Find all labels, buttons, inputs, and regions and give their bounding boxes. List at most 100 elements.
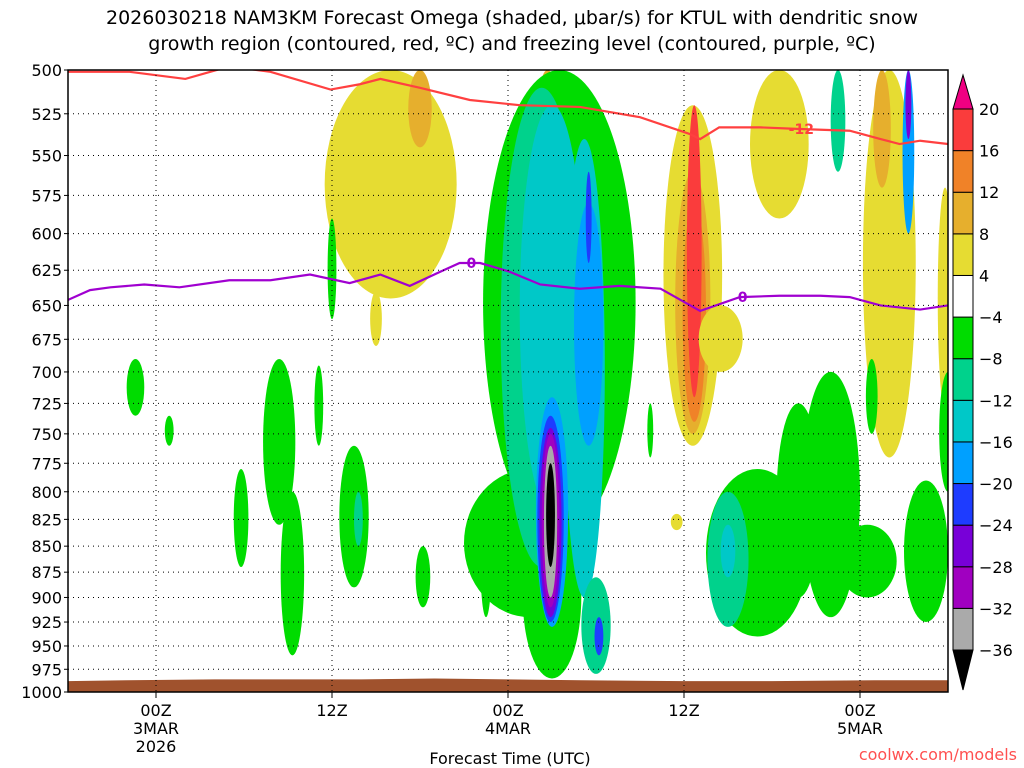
omega-cell: [546, 463, 555, 568]
colorbar-tick-label: 20: [979, 100, 999, 119]
omega-cell: [750, 70, 809, 219]
colorbar-bin: [952, 483, 974, 526]
colorbar-bin: [952, 316, 974, 360]
colorbar-bin: [952, 108, 974, 152]
plot-frame: [67, 69, 949, 693]
chart-title-line1: 2026030218 NAM3KM Forecast Omega (shaded…: [106, 7, 918, 29]
x-axis-label: Forecast Time (UTC): [429, 749, 590, 768]
omega-cell: [904, 480, 948, 623]
y-tick-label: 900: [31, 588, 62, 607]
colorbar-tick-label: −28: [979, 558, 1013, 577]
colorbar-tick-label: 16: [979, 142, 999, 161]
omega-cell: [408, 70, 432, 148]
omega-cell: [339, 445, 369, 588]
y-tick-label: 525: [31, 105, 62, 124]
omega-cell: [280, 491, 305, 656]
y-tick-label: 575: [31, 186, 62, 205]
y-tick-label: 550: [31, 147, 62, 166]
x-tick-label: 12Z: [316, 701, 347, 720]
x-tick-label: 3MAR: [133, 719, 179, 738]
colorbar-tick-label: −24: [979, 516, 1013, 535]
omega-cell: [324, 70, 457, 299]
omega-cell: [670, 513, 683, 531]
y-tick-label: 650: [31, 296, 62, 315]
omega-cell: [314, 365, 324, 446]
colorbar-bin: [952, 358, 974, 401]
colorbar-bin: [952, 607, 974, 651]
omega-cell: [327, 218, 337, 320]
colorbar-tick-label: −32: [979, 599, 1013, 618]
omega-cell: [937, 187, 948, 410]
omega-cell: [830, 70, 846, 172]
y-tick-label: 700: [31, 363, 62, 382]
y-tick-label: 725: [31, 394, 62, 413]
omega-cell: [126, 359, 145, 416]
y-tick-label: 800: [31, 483, 62, 502]
y-tick-label: 875: [31, 563, 62, 582]
omega-cell: [164, 415, 174, 446]
x-tick-label: 00Z: [492, 701, 523, 720]
contour-label-0: 0: [738, 290, 748, 306]
plot-area: -12 0 0 500 525 550 575 600 625 650 675 700 725 750 77…: [21, 61, 949, 756]
y-tick-label: 750: [31, 425, 62, 444]
x-tick-label: 00Z: [140, 701, 171, 720]
colorbar-bin: [952, 399, 974, 443]
omega-cell: [370, 291, 382, 346]
omega-cell: [233, 469, 249, 568]
omega-cell: [647, 403, 654, 458]
colorbar-tick-label: −16: [979, 433, 1013, 452]
omega-cell: [902, 70, 915, 234]
omega-cell: [585, 171, 592, 264]
colorbar-tick-label: 12: [979, 183, 999, 202]
contour-label-0: 0: [466, 256, 476, 272]
dgz-minus12-contour: [68, 70, 948, 146]
chart-title-line2: growth region (contoured, red, ºC) and f…: [148, 33, 875, 55]
colorbar-bin: [952, 524, 974, 568]
credit-text: coolwx.com/models: [859, 745, 1017, 764]
x-tick-label: 4MAR: [485, 719, 531, 738]
omega-cell: [865, 359, 878, 434]
colorbar-tick-label: 8: [979, 225, 989, 244]
omega-cell: [873, 70, 891, 188]
y-tick-label: 975: [31, 660, 62, 679]
colorbar-bin: [952, 441, 974, 485]
omega-cell: [776, 403, 821, 598]
colorbar-bin: [952, 191, 974, 235]
y-tick-label: 675: [31, 330, 62, 349]
y-tick-label: 825: [31, 510, 62, 529]
y-tick-label: 850: [31, 537, 62, 556]
omega-cell: [686, 105, 702, 398]
y-tick-label: 625: [31, 261, 62, 280]
colorbar-tick-label: −12: [979, 391, 1013, 410]
x-tick-label: 2026: [136, 737, 177, 756]
omega-cell: [594, 617, 604, 656]
y-tick-label: 950: [31, 637, 62, 656]
y-tick-label: 500: [31, 61, 62, 80]
omega-cell: [480, 491, 492, 618]
omega-cell: [698, 305, 743, 372]
freezing-level-contour: [68, 261, 948, 313]
colorbar-bin: [952, 150, 974, 193]
colorbar-tick-label: 4: [979, 266, 989, 285]
y-tick-label: 1000: [21, 683, 62, 702]
y-tick-label: 925: [31, 613, 62, 632]
y-tick-label: 775: [31, 454, 62, 473]
colorbar-bin: [952, 233, 974, 276]
colorbar-min-arrow: [952, 649, 974, 691]
omega-cell: [415, 546, 431, 608]
omega-cell: [838, 524, 897, 598]
omega-cell: [905, 70, 912, 140]
x-tick-label: 12Z: [668, 701, 699, 720]
x-tick-label: 00Z: [844, 701, 875, 720]
y-tick-label: 600: [31, 225, 62, 244]
colorbar-tick-label: −36: [979, 641, 1013, 660]
colorbar-max-arrow: [952, 73, 974, 110]
colorbar-bin: [952, 274, 974, 318]
omega-cell: [720, 524, 736, 578]
omega-cell: [574, 203, 604, 446]
omega-cell: [939, 371, 948, 492]
colorbar-tick-label: −8: [979, 350, 1003, 369]
colorbar-tick-label: −4: [979, 308, 1003, 327]
colorbar: −36 −32 −28 −24 −20 −16 −12 −8 −4 4 8 12 16 20: [952, 73, 1013, 691]
